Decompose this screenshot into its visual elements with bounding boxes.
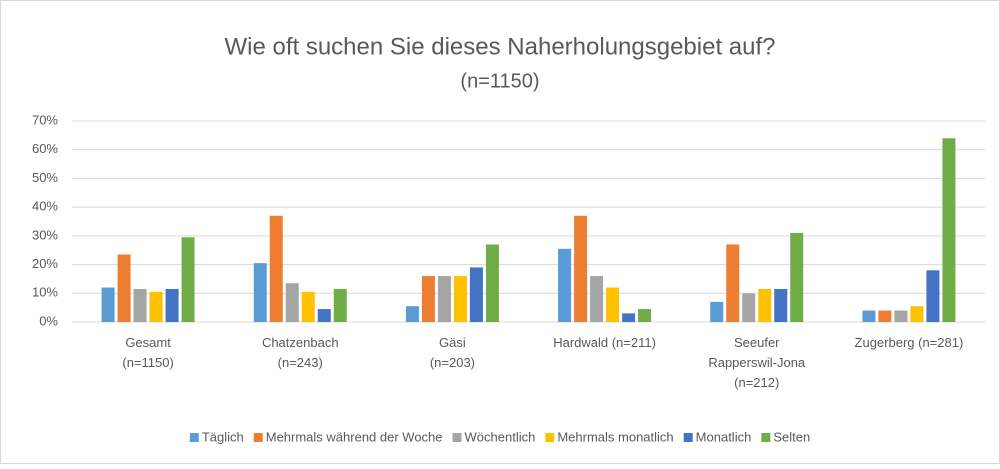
y-tick-label: 60% [32, 141, 58, 156]
legend-swatch [683, 433, 693, 442]
bar [133, 288, 147, 322]
legend-swatch [452, 433, 462, 442]
legend-swatch [761, 433, 771, 442]
x-tick-label: Hardwald (n=211) [553, 335, 656, 350]
bar [758, 288, 772, 322]
bar [469, 267, 483, 322]
y-tick-label: 70% [32, 112, 58, 127]
bar [285, 283, 299, 322]
bar [862, 310, 876, 322]
bar [181, 237, 195, 322]
y-tick-label: 30% [32, 227, 58, 242]
legend-label: Mehrmals während der Woche [266, 429, 443, 444]
bar [117, 254, 131, 322]
legend-label: Täglich [202, 429, 244, 444]
x-tick-label: Gäsi (n=203) [430, 335, 475, 370]
bar [301, 291, 315, 322]
bar [253, 263, 267, 322]
bar [558, 248, 572, 322]
bar [638, 309, 652, 322]
x-tick-label: Seeufer Rapperswil-Jona (n=212) [708, 335, 806, 390]
bar [910, 306, 924, 322]
legend-swatch [253, 433, 263, 442]
y-tick-label: 40% [32, 199, 58, 214]
x-tick-label: Chatzenbach (n=243) [262, 335, 339, 370]
bar [437, 276, 451, 322]
bar [574, 215, 588, 322]
bar [165, 288, 179, 322]
bar [774, 288, 788, 322]
bar [453, 276, 467, 322]
bar [269, 215, 283, 322]
bar [926, 270, 940, 322]
legend-label: Selten [773, 429, 810, 444]
legend-label: Mehrmals monatlich [557, 429, 673, 444]
bar [622, 313, 636, 322]
legend-swatch [189, 433, 199, 442]
bar [790, 232, 804, 322]
bar [942, 138, 956, 322]
bar [590, 276, 604, 322]
bar [710, 301, 724, 322]
y-tick-label: 10% [32, 285, 58, 300]
bar [405, 306, 419, 322]
bar [742, 293, 756, 322]
bar [421, 276, 435, 322]
x-tick-label: Zugerberg (n=281) [855, 335, 964, 350]
bar [317, 309, 331, 322]
bar [878, 310, 892, 322]
chart-subtitle: (n=1150) [460, 70, 539, 92]
x-tick-label: Gesamt (n=1150) [122, 335, 173, 370]
bar [333, 288, 347, 322]
y-tick-label: 0% [39, 313, 58, 328]
legend-label: Wöchentlich [465, 429, 536, 444]
bar [149, 291, 163, 322]
bar [894, 310, 908, 322]
legend-label: Monatlich [696, 429, 752, 444]
chart-title: Wie oft suchen Sie dieses Naherholungsge… [224, 33, 775, 60]
bar [726, 244, 740, 322]
y-tick-label: 50% [32, 170, 58, 185]
bar [485, 244, 499, 322]
bar [101, 287, 115, 322]
y-tick-label: 20% [32, 256, 58, 271]
legend: Täglich Mehrmals während der Woche Wöchent… [189, 429, 810, 444]
legend-swatch [545, 433, 555, 442]
bar [606, 287, 620, 322]
